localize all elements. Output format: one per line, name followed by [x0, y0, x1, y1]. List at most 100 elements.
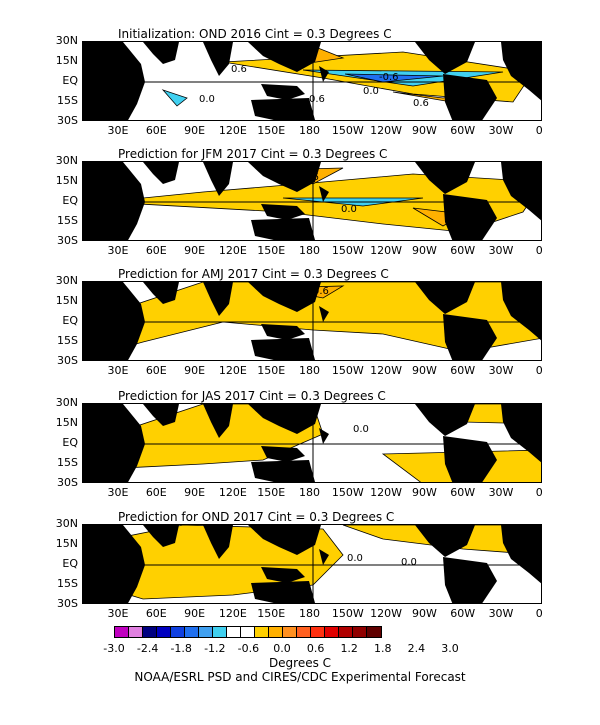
forecast-panel-3: Prediction for AMJ 2017 Cint = 0.3 Degre… — [0, 267, 600, 389]
land-mass — [203, 162, 233, 196]
land-mass — [501, 162, 541, 221]
longitude-label: 180 — [299, 607, 320, 620]
panel-title: Initialization: OND 2016 Cint = 0.3 Degr… — [118, 27, 392, 41]
longitude-label: 90W — [411, 124, 437, 137]
longitude-label: 0 — [535, 607, 543, 620]
longitude-label: 150E — [257, 364, 286, 377]
color-scale-swatch — [297, 627, 311, 637]
longitude-label: 90E — [184, 364, 206, 377]
land-mass — [261, 324, 305, 340]
color-scale-swatch — [171, 627, 185, 637]
land-mass — [251, 460, 315, 482]
latitude-label: 30S — [57, 354, 78, 367]
longitude-label: 30W — [488, 486, 514, 499]
land-mass — [415, 162, 475, 194]
land-mass — [83, 162, 145, 240]
longitude-label: 30W — [488, 244, 514, 257]
longitude-label: 120E — [218, 607, 247, 620]
color-scale-swatch — [129, 627, 143, 637]
longitude-label: 60E — [145, 364, 167, 377]
land-mass — [143, 525, 179, 547]
land-mass — [143, 42, 179, 64]
forecast-credit: NOAA/ESRL PSD and CIRES/CDC Experimental… — [134, 670, 466, 684]
color-scale-swatch — [199, 627, 213, 637]
land-mass — [415, 282, 475, 314]
land-mass — [203, 525, 233, 559]
longitude-label: 150W — [331, 486, 364, 499]
latitude-label: 30N — [55, 274, 78, 287]
longitude-label: 180 — [299, 364, 320, 377]
land-mass — [251, 581, 315, 603]
land-mass — [251, 338, 315, 360]
latitude-label: 15N — [55, 416, 78, 429]
anomaly-map: 0.0 — [82, 403, 542, 483]
color-scale-swatch — [269, 627, 283, 637]
color-scale-label: Degrees C — [268, 656, 332, 670]
latitude-label: 30N — [55, 396, 78, 409]
land-mass — [261, 204, 305, 220]
anomaly-map: 0.6 — [82, 281, 542, 361]
latitude-label: 15N — [55, 174, 78, 187]
land-mass — [443, 436, 497, 482]
longitude-label: 60E — [145, 607, 167, 620]
latitude-label: 15N — [55, 537, 78, 550]
land-mass — [83, 525, 145, 603]
contour-label: 0.0 — [363, 86, 379, 97]
longitude-label: 120W — [370, 364, 403, 377]
land-mass — [203, 282, 233, 316]
longitude-label: 120W — [370, 244, 403, 257]
latitude-label: EQ — [62, 74, 78, 87]
color-scale-tick: 1.8 — [374, 642, 392, 655]
longitude-label: 30E — [107, 124, 129, 137]
latitude-label: 15N — [55, 294, 78, 307]
land-mass — [319, 186, 329, 202]
land-mass — [501, 42, 541, 101]
longitude-label: 150W — [331, 607, 364, 620]
land-mass — [319, 428, 329, 444]
land-mass — [251, 218, 315, 240]
contour-label: 0.0 — [401, 557, 417, 568]
color-scale-tick: -2.4 — [136, 642, 159, 655]
panel-title: Prediction for OND 2017 Cint = 0.3 Degre… — [118, 510, 395, 524]
color-scale-bar — [114, 626, 382, 638]
longitude-label: 90W — [411, 364, 437, 377]
latitude-label: 15S — [57, 456, 78, 469]
longitude-label: 60E — [145, 486, 167, 499]
anomaly-region — [344, 73, 444, 83]
forecast-panel-2: Prediction for JFM 2017 Cint = 0.3 Degre… — [0, 147, 600, 269]
land-mass — [248, 42, 321, 72]
color-scale-swatch — [185, 627, 199, 637]
contour-label: 0.6 — [289, 54, 305, 65]
land-mass — [248, 404, 321, 434]
latitude-label: 30S — [57, 476, 78, 489]
latitude-label: 30S — [57, 597, 78, 610]
anomaly-region — [161, 89, 188, 107]
latitude-label: EQ — [62, 557, 78, 570]
longitude-label: 150W — [331, 364, 364, 377]
contour-label: 0.6 — [313, 286, 329, 297]
land-mass — [143, 282, 179, 304]
longitude-label: 90E — [184, 124, 206, 137]
color-scale-swatch — [213, 627, 227, 637]
color-scale-swatch — [157, 627, 171, 637]
land-mass — [415, 42, 475, 74]
longitude-label: 30E — [107, 244, 129, 257]
longitude-label: 60W — [450, 244, 476, 257]
longitude-label: 120W — [370, 607, 403, 620]
longitude-label: 90W — [411, 607, 437, 620]
color-scale-swatch — [255, 627, 269, 637]
color-scale-tick: 0.6 — [306, 642, 325, 655]
panel-title: Prediction for AMJ 2017 Cint = 0.3 Degre… — [118, 267, 389, 281]
color-scale-swatch — [353, 627, 367, 637]
land-mass — [443, 557, 497, 603]
land-mass — [248, 525, 321, 555]
longitude-label: 90E — [184, 244, 206, 257]
color-scale-tick: -1.8 — [170, 642, 192, 655]
longitude-label: 60E — [145, 124, 167, 137]
longitude-label: 30E — [107, 607, 129, 620]
latitude-label: 30S — [57, 234, 78, 247]
latitude-label: 15S — [57, 94, 78, 107]
contour-label: 0.6 — [413, 98, 429, 109]
longitude-label: 150E — [257, 486, 286, 499]
land-mass — [501, 282, 541, 341]
